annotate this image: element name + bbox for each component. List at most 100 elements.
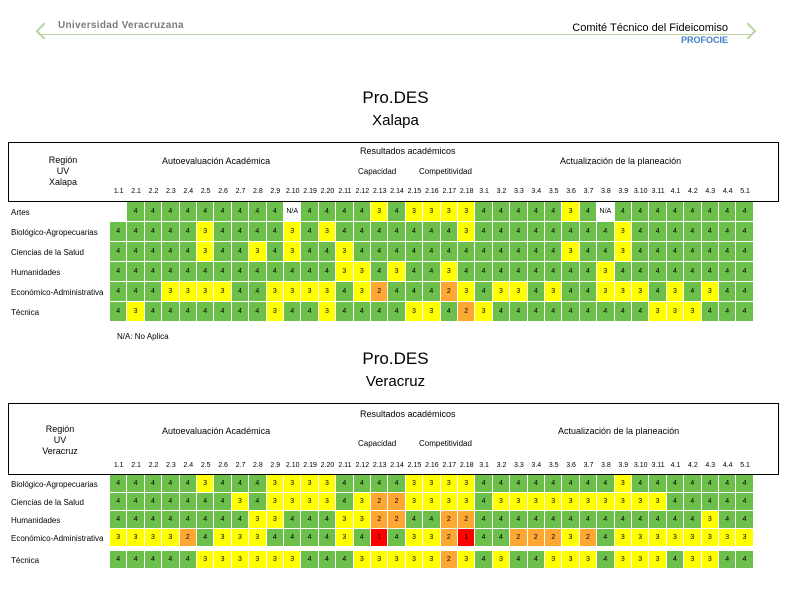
score-cell: 4 <box>231 475 250 493</box>
score-cell: 3 <box>197 222 215 242</box>
score-cell: 4 <box>214 302 232 322</box>
score-cell: 4 <box>527 282 545 302</box>
score-cell: 4 <box>597 551 615 569</box>
score-cell: 4 <box>301 529 319 547</box>
score-cell: 3 <box>632 282 650 302</box>
score-cell: 4 <box>492 242 511 262</box>
score-cell: 4 <box>405 511 424 529</box>
score-cell: 3 <box>197 475 215 493</box>
score-cell: 4 <box>632 202 650 222</box>
score-cell: 4 <box>301 262 319 282</box>
score-cell: 3 <box>614 242 632 262</box>
score-cell: 4 <box>666 511 685 529</box>
score-cell: 4 <box>214 511 232 529</box>
score-cell: 4 <box>475 493 493 511</box>
score-cell: 4 <box>719 282 737 302</box>
score-cell: 3 <box>301 475 319 493</box>
column-header: 2.7 <box>235 462 246 469</box>
score-cell: 3 <box>614 222 632 242</box>
score-cell: 3 <box>579 493 598 511</box>
score-cell: 3 <box>614 282 632 302</box>
column-header: 2.6 <box>218 188 228 195</box>
score-cell: 3 <box>405 302 424 322</box>
score-cell: 3 <box>545 282 563 302</box>
score-cell: 3 <box>423 551 441 569</box>
score-cell: 4 <box>545 262 563 282</box>
row-label: Ciencias de la Salud <box>11 247 84 257</box>
score-cell: 3 <box>231 551 250 569</box>
score-cell: 4 <box>371 242 389 262</box>
veracruz-subtitle: Veracruz <box>365 373 426 390</box>
score-cell: 4 <box>127 202 145 222</box>
score-cell: 2 <box>545 529 563 547</box>
column-header: 4.3 <box>705 188 716 195</box>
score-cell: 3 <box>423 202 441 222</box>
score-cell: 4 <box>266 202 284 222</box>
score-cell: 4 <box>649 475 667 493</box>
score-cell: 4 <box>510 475 528 493</box>
column-header: 3.5 <box>548 462 559 469</box>
score-cell: 4 <box>527 242 545 262</box>
score-cell: 4 <box>684 511 702 529</box>
column-header: 2.1 <box>131 188 141 195</box>
score-cell: 3 <box>597 262 615 282</box>
column-header: 2.4 <box>183 188 194 195</box>
program-name: PROFOCIE <box>680 35 728 45</box>
column-header: 5.1 <box>740 462 750 469</box>
score-cell: 4 <box>179 511 197 529</box>
score-cell: 4 <box>649 282 667 302</box>
score-cell: 3 <box>284 242 302 262</box>
column-header: 4.4 <box>722 188 733 195</box>
score-cell: 4 <box>510 302 528 322</box>
score-cell: 4 <box>458 262 476 282</box>
xalapa-region-label: Región UV Xalapa <box>48 155 78 187</box>
score-cell: 3 <box>231 493 250 511</box>
score-cell: 3 <box>127 529 145 547</box>
score-cell: 3 <box>336 262 354 282</box>
column-header: 2.15 <box>407 188 422 195</box>
header-rule <box>38 34 750 35</box>
score-cell: 4 <box>127 551 145 569</box>
score-cell: 2 <box>579 529 598 547</box>
score-cell: 4 <box>144 302 163 322</box>
score-cell: 4 <box>492 222 511 242</box>
score-cell: 4 <box>388 529 406 547</box>
score-cell: 4 <box>353 222 371 242</box>
column-header: 3.4 <box>531 188 542 195</box>
column-header: 4.2 <box>688 462 698 469</box>
score-cell: 3 <box>579 551 598 569</box>
score-cell: 4 <box>179 302 197 322</box>
score-cell: 3 <box>701 511 719 529</box>
score-cell: 3 <box>666 302 685 322</box>
score-cell: 4 <box>579 242 598 262</box>
score-cell: 4 <box>666 262 685 282</box>
score-cell: 4 <box>579 262 598 282</box>
score-cell: 4 <box>110 222 128 242</box>
score-cell: 4 <box>423 222 441 242</box>
score-cell: 4 <box>492 475 511 493</box>
score-cell: 4 <box>144 202 163 222</box>
score-cell: 4 <box>318 511 337 529</box>
score-cell: 4 <box>144 242 163 262</box>
row-label: Humanidades <box>11 515 61 525</box>
score-cell: 4 <box>632 302 650 322</box>
score-cell: 4 <box>162 302 180 322</box>
veracruz-capacidad-label: Capacidad <box>358 439 397 448</box>
score-cell: 4 <box>231 262 250 282</box>
score-cell: 4 <box>301 511 319 529</box>
score-cell: 4 <box>179 222 197 242</box>
score-cell: 2 <box>458 511 476 529</box>
score-cell: 4 <box>649 222 667 242</box>
column-header: 2.10 <box>285 188 300 195</box>
score-cell: 4 <box>405 222 424 242</box>
score-cell: 4 <box>475 529 493 547</box>
score-cell: 3 <box>458 493 476 511</box>
score-cell: 4 <box>197 262 215 282</box>
score-cell: 3 <box>632 551 650 569</box>
column-header: 3.9 <box>618 462 629 469</box>
score-cell: 4 <box>110 302 128 322</box>
score-cell: 4 <box>545 475 563 493</box>
score-cell: N/A <box>597 202 615 222</box>
score-cell: 3 <box>266 475 284 493</box>
score-cell: 4 <box>301 222 319 242</box>
